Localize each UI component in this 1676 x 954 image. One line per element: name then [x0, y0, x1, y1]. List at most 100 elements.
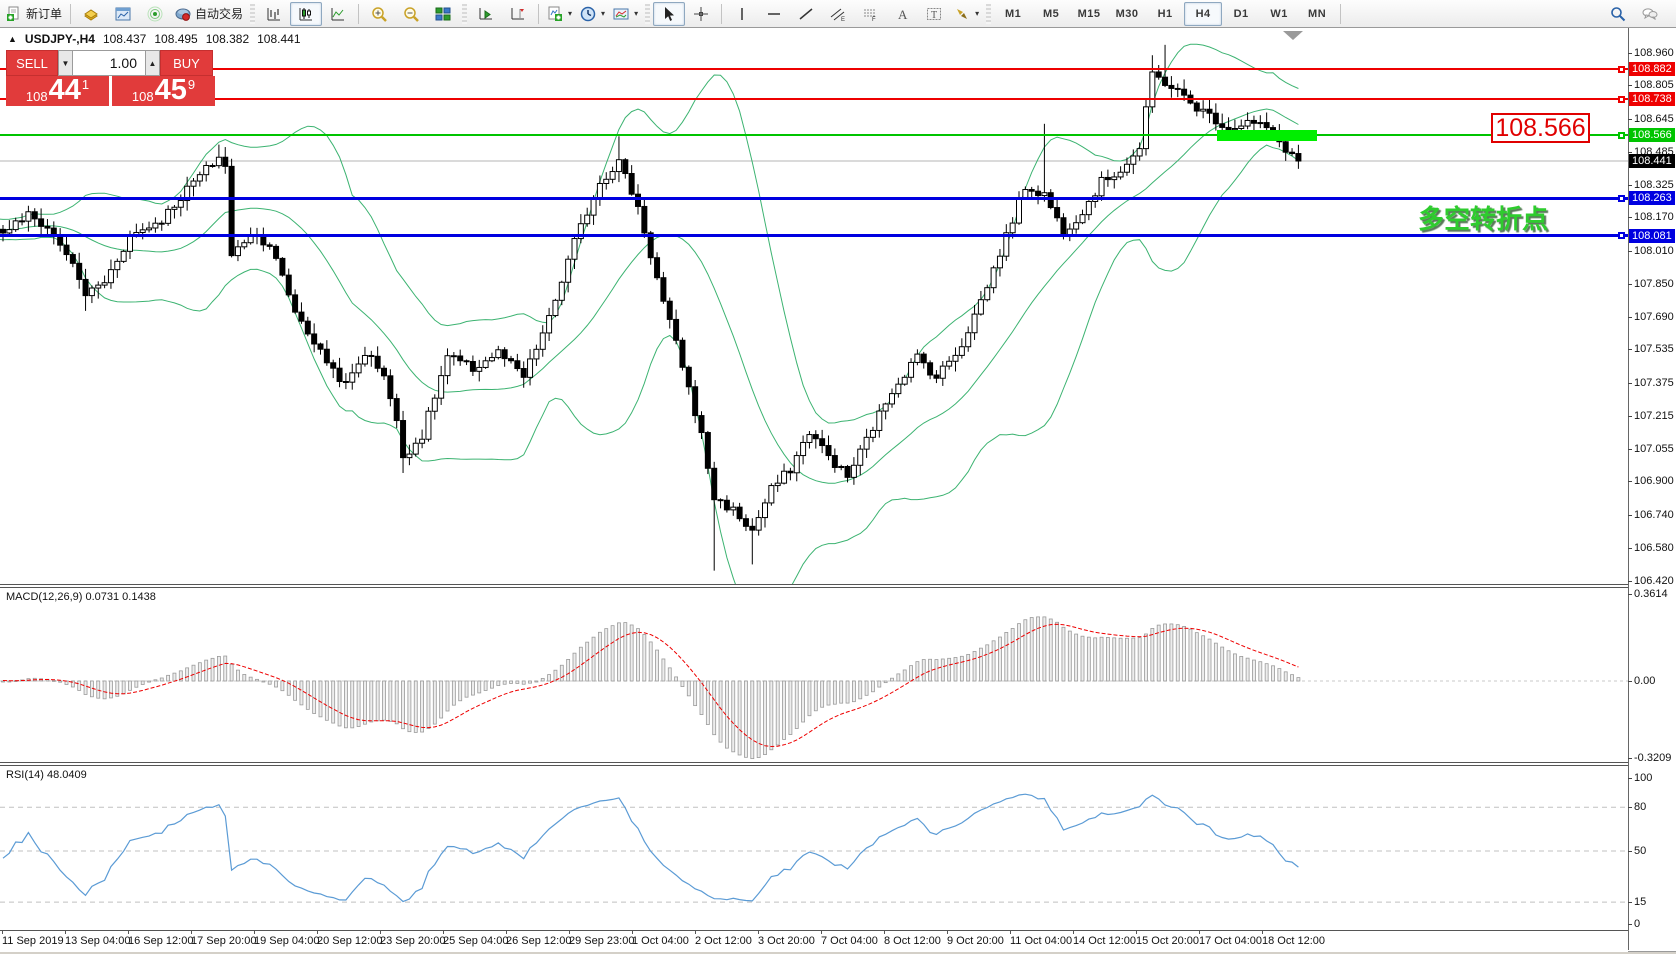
- toolbar-separator: [538, 3, 540, 24]
- chart-window-button[interactable]: [107, 2, 139, 26]
- collapse-panel-icon[interactable]: ▲: [8, 34, 17, 44]
- time-tick: [1199, 931, 1200, 934]
- zoom-out-icon: [404, 6, 419, 22]
- vertical-line-button[interactable]: [726, 2, 758, 26]
- highlight-rectangle-object[interactable]: [1217, 129, 1317, 141]
- timeframe-button-m15[interactable]: M15: [1077, 7, 1101, 20]
- horizontal-line-object-108.738[interactable]: [0, 98, 1628, 101]
- main-price-chart[interactable]: [0, 28, 1628, 585]
- volume-decrease-button[interactable]: ▼: [58, 50, 73, 76]
- time-axis[interactable]: 11 Sep 2019 13 Sep 04:00 16 Sep 12:00 17 Se…: [0, 930, 1628, 952]
- time-axis-label: 2 Oct 12:00: [695, 935, 752, 947]
- one-click-trading-panel: SELL ▼ ▲ BUY 108 44 1 108 45 9: [6, 50, 215, 106]
- chart-shift-marker-icon[interactable]: [1283, 31, 1303, 40]
- arrow-objects-button[interactable]: ▾: [950, 2, 983, 26]
- fibonacci-button[interactable]: F: [854, 2, 886, 26]
- time-axis-label: 15 Oct 20:00: [1136, 935, 1199, 947]
- ohlc-low: 108.382: [205, 32, 250, 46]
- price-level-label[interactable]: 108.566: [1491, 113, 1590, 143]
- timeframe-button-m30[interactable]: M30: [1115, 7, 1139, 20]
- ohlc-close: 108.441: [257, 32, 301, 46]
- hline-handle[interactable]: [1618, 232, 1625, 240]
- horizontal-line-object-108.081[interactable]: [0, 234, 1628, 238]
- timeframe-button-m1[interactable]: M1: [1004, 7, 1022, 20]
- horizontal-line-button[interactable]: [758, 2, 790, 26]
- line-chart-button[interactable]: [322, 2, 354, 26]
- autotrading-button[interactable]: 自动交易: [171, 2, 247, 26]
- symbol-timeframe: USDJPY-,H4: [24, 32, 95, 46]
- add-indicator-button[interactable]: ▾: [543, 2, 576, 26]
- search-button[interactable]: [1602, 2, 1634, 26]
- new-order-button[interactable]: 新订单: [2, 2, 66, 26]
- toolbar-drag-handle[interactable]: [250, 3, 256, 24]
- rsi-label: RSI(14) 48.0409: [6, 769, 87, 781]
- text-button[interactable]: A: [886, 2, 918, 26]
- market-watch-icon: [84, 8, 98, 21]
- rsi-axis-label: 80: [1634, 801, 1647, 814]
- horizontal-line-object-108.882[interactable]: [0, 68, 1628, 71]
- crosshair-button[interactable]: [685, 2, 717, 26]
- timeframe-button-mn[interactable]: MN: [1308, 7, 1327, 20]
- hline-handle[interactable]: [1618, 131, 1625, 139]
- timeframe-button-h1[interactable]: H1: [1157, 7, 1173, 20]
- trendline-button[interactable]: [790, 2, 822, 26]
- hline-handle[interactable]: [1618, 95, 1625, 103]
- bar-chart-button[interactable]: [258, 2, 290, 26]
- toolbar-drag-handle[interactable]: [462, 3, 468, 24]
- signals-button[interactable]: [139, 2, 171, 26]
- chart-annotation-text[interactable]: 多空转折点: [1418, 204, 1549, 234]
- panel-divider-rsi[interactable]: [0, 762, 1628, 766]
- timeframe-button-w1[interactable]: W1: [1270, 7, 1288, 20]
- horizontal-line-object-108.263[interactable]: [0, 196, 1628, 200]
- search-icon: [1611, 6, 1626, 21]
- equidistant-channel-icon: E: [830, 8, 845, 22]
- market-watch-button[interactable]: [75, 2, 107, 26]
- axis-tick: [1628, 581, 1632, 583]
- symbol-header: ▲ USDJPY-,H4 108.437 108.495 108.382 108…: [8, 32, 301, 46]
- fibonacci-icon: F: [864, 9, 876, 22]
- candlestick-chart-button[interactable]: [290, 1, 323, 26]
- sell-button[interactable]: SELL: [6, 50, 58, 76]
- cursor-button[interactable]: [653, 1, 686, 26]
- toolbar-drag-handle[interactable]: [645, 3, 651, 24]
- time-axis-label: 17 Oct 04:00: [1199, 935, 1262, 947]
- timeframe-button-d1[interactable]: D1: [1233, 7, 1249, 20]
- hline-handle[interactable]: [1618, 65, 1625, 73]
- rsi-axis-label: 0: [1634, 918, 1641, 930]
- horizontal-line-object-108.566[interactable]: [0, 134, 1628, 137]
- price-axis-label: 108.170: [1634, 211, 1674, 224]
- tile-windows-button[interactable]: [427, 2, 459, 26]
- volume-increase-button[interactable]: ▲: [145, 50, 160, 76]
- time-axis-label: 3 Oct 20:00: [758, 935, 815, 947]
- axis-tick: [1628, 217, 1632, 219]
- price-badge: 108.081: [1629, 228, 1675, 243]
- auto-scroll-button[interactable]: [470, 2, 502, 26]
- timeframe-button-m5[interactable]: M5: [1042, 7, 1060, 20]
- periods-button[interactable]: ▾: [576, 2, 609, 26]
- templates-button[interactable]: ▾: [609, 2, 642, 26]
- macd-indicator-panel[interactable]: [0, 588, 1628, 763]
- equidistant-channel-button[interactable]: E: [822, 2, 854, 26]
- chart-shift-button[interactable]: [502, 2, 534, 26]
- text-label-icon: T: [927, 7, 942, 21]
- line-chart-icon: [331, 7, 345, 20]
- buy-button[interactable]: BUY: [160, 50, 213, 76]
- hline-handle[interactable]: [1618, 194, 1625, 202]
- panel-divider-macd[interactable]: [0, 584, 1628, 588]
- buy-price-quote[interactable]: 108 45 9: [112, 76, 215, 106]
- toolbar-drag-handle[interactable]: [986, 3, 992, 24]
- text-label-button[interactable]: T: [918, 2, 950, 26]
- zoom-in-button[interactable]: [363, 2, 395, 26]
- templates-icon: [613, 8, 629, 19]
- toolbar-separator: [1340, 3, 1342, 24]
- chat-button[interactable]: [1634, 2, 1666, 26]
- volume-input[interactable]: [73, 50, 145, 76]
- rsi-indicator-panel[interactable]: [0, 766, 1628, 930]
- time-tick: [1262, 931, 1263, 934]
- zoom-out-button[interactable]: [395, 2, 427, 26]
- timeframe-button-h4[interactable]: H4: [1184, 1, 1223, 26]
- time-tick: [1136, 931, 1137, 934]
- price-axis-label: 108.325: [1634, 179, 1674, 192]
- sell-price-quote[interactable]: 108 44 1: [6, 76, 109, 106]
- buy-price-big: 45: [154, 74, 187, 106]
